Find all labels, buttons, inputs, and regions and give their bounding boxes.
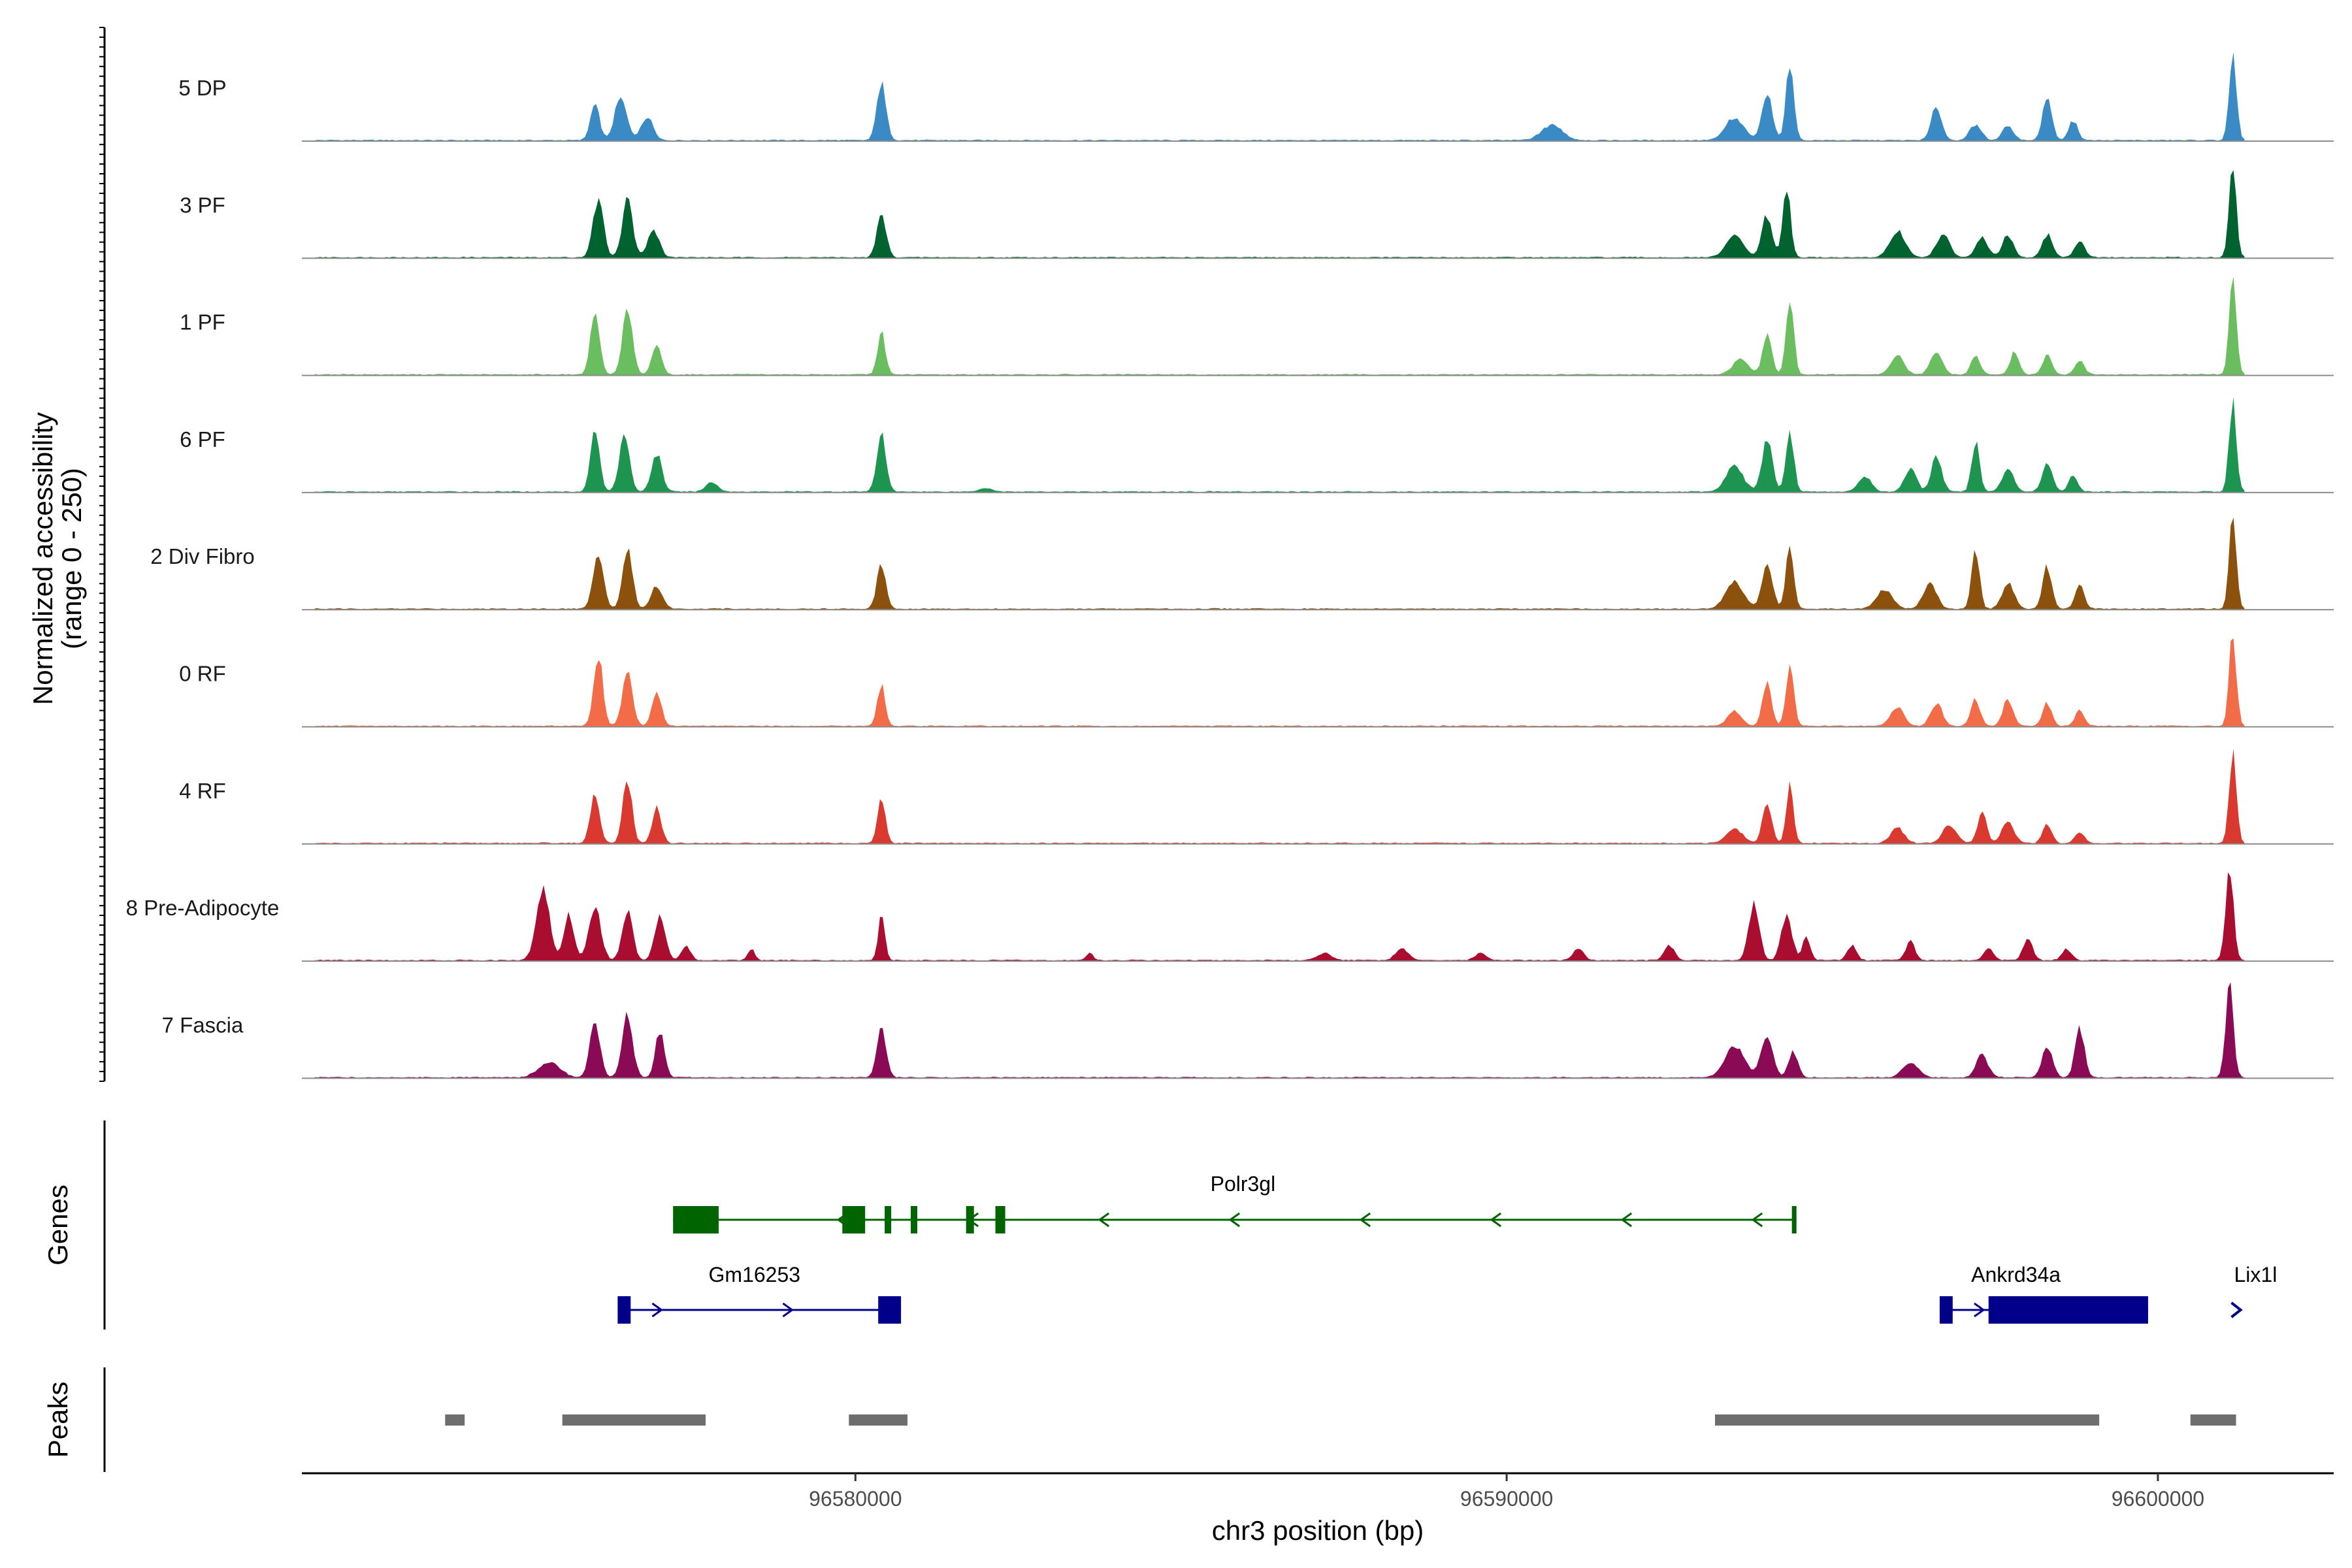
strand-chevron bbox=[2230, 1301, 2243, 1318]
x-axis-ticks: 96580000 96590000 96600000 bbox=[809, 1473, 2204, 1511]
gene-label: Polr3gl bbox=[1211, 1172, 1276, 1196]
coverage-area-4-rf bbox=[314, 749, 2245, 844]
track-2-div-fibro: 2 Div Fibro bbox=[150, 517, 2334, 611]
strand-chevron bbox=[1228, 1212, 1241, 1228]
gene-exon bbox=[617, 1296, 631, 1324]
track-6-pf: 6 PF bbox=[180, 397, 2334, 493]
y-axis-range: (range 0 - 250) bbox=[56, 468, 87, 649]
peak-region bbox=[445, 1414, 465, 1426]
strand-chevron bbox=[782, 1302, 794, 1318]
coverage-area-0-rf bbox=[314, 638, 2245, 727]
track-5-dp: 5 DP bbox=[178, 52, 2334, 142]
x-axis-title: chr3 position (bp) bbox=[1212, 1515, 1424, 1546]
peak-region bbox=[1715, 1414, 2100, 1426]
track-label: 6 PF bbox=[180, 427, 225, 451]
coverage-y-axis-ticks bbox=[99, 27, 105, 1082]
coverage-area-1-pf bbox=[314, 276, 2245, 376]
gene-polr3gl: Polr3gl bbox=[673, 1172, 1797, 1233]
strand-chevron bbox=[1974, 1302, 1985, 1318]
track-label: 7 Fascia bbox=[162, 1013, 244, 1037]
gene-ankrd34a: Ankrd34a bbox=[1939, 1263, 2148, 1324]
track-label: 0 RF bbox=[179, 662, 226, 686]
gene-exon bbox=[966, 1206, 974, 1233]
peak-region bbox=[562, 1414, 706, 1426]
gene-exon bbox=[842, 1206, 866, 1233]
strand-chevron bbox=[1751, 1212, 1763, 1228]
peak-region bbox=[849, 1414, 907, 1426]
peak-regions-track bbox=[445, 1414, 2236, 1426]
coverage-area-5-dp bbox=[314, 52, 2245, 141]
track-8-pre-adipocyte: 8 Pre-Adipocyte bbox=[126, 872, 2334, 962]
gene-exon bbox=[878, 1296, 902, 1324]
x-tick-label: 96600000 bbox=[2112, 1487, 2204, 1511]
coverage-area-6-pf bbox=[314, 397, 2245, 493]
coverage-area-8-pre-adipocyte bbox=[314, 872, 2245, 962]
coverage-area-2-div-fibro bbox=[314, 517, 2245, 610]
track-4-rf: 4 RF bbox=[179, 749, 2334, 845]
gene-lix1l: Lix1l bbox=[2230, 1263, 2277, 1318]
coverage-tracks: 5 DP 3 PF 1 PF 6 PF 2 Div Fibro 0 RF 4 RF 8 Pre… bbox=[126, 52, 2334, 1079]
strand-chevron bbox=[1620, 1212, 1633, 1228]
track-1-pf: 1 PF bbox=[180, 276, 2334, 376]
gene-exon bbox=[1939, 1296, 1953, 1324]
coverage-area-7-fascia bbox=[314, 982, 2245, 1079]
y-axis-title: Normalized accessibility bbox=[27, 412, 58, 705]
gene-label: Gm16253 bbox=[709, 1263, 801, 1286]
gene-label: Ankrd34a bbox=[1971, 1263, 2061, 1286]
coverage-area-3-pf bbox=[314, 170, 2245, 259]
gene-exon bbox=[911, 1206, 917, 1233]
gene-exon bbox=[995, 1206, 1005, 1233]
gene-annotation-track: Polr3gl Gm16253 Ankrd34a Lix1l bbox=[617, 1172, 2277, 1324]
gene-exon bbox=[1988, 1296, 2148, 1324]
gene-exon bbox=[885, 1206, 892, 1233]
peaks-panel-label: Peaks bbox=[42, 1382, 73, 1458]
gene-gm16253: Gm16253 bbox=[617, 1263, 902, 1324]
gene-exon bbox=[1791, 1206, 1797, 1233]
strand-chevron bbox=[651, 1302, 664, 1318]
track-label: 1 PF bbox=[180, 310, 225, 335]
track-label: 2 Div Fibro bbox=[150, 544, 255, 568]
track-label: 8 Pre-Adipocyte bbox=[126, 896, 280, 920]
track-label: 3 PF bbox=[180, 193, 225, 217]
track-7-fascia: 7 Fascia bbox=[162, 982, 2334, 1079]
x-tick-label: 96590000 bbox=[1460, 1487, 1553, 1511]
track-0-rf: 0 RF bbox=[179, 638, 2334, 728]
peak-region bbox=[2190, 1414, 2236, 1426]
gene-label: Lix1l bbox=[2234, 1263, 2277, 1286]
genes-panel-label: Genes bbox=[42, 1184, 73, 1266]
track-label: 4 RF bbox=[179, 779, 226, 803]
strand-chevron bbox=[1359, 1212, 1371, 1228]
track-3-pf: 3 PF bbox=[180, 170, 2334, 259]
x-tick-label: 96580000 bbox=[809, 1487, 902, 1511]
track-label: 5 DP bbox=[178, 76, 226, 100]
strand-chevron bbox=[1490, 1212, 1502, 1228]
gene-exon bbox=[673, 1206, 719, 1233]
strand-chevron bbox=[1098, 1212, 1110, 1228]
